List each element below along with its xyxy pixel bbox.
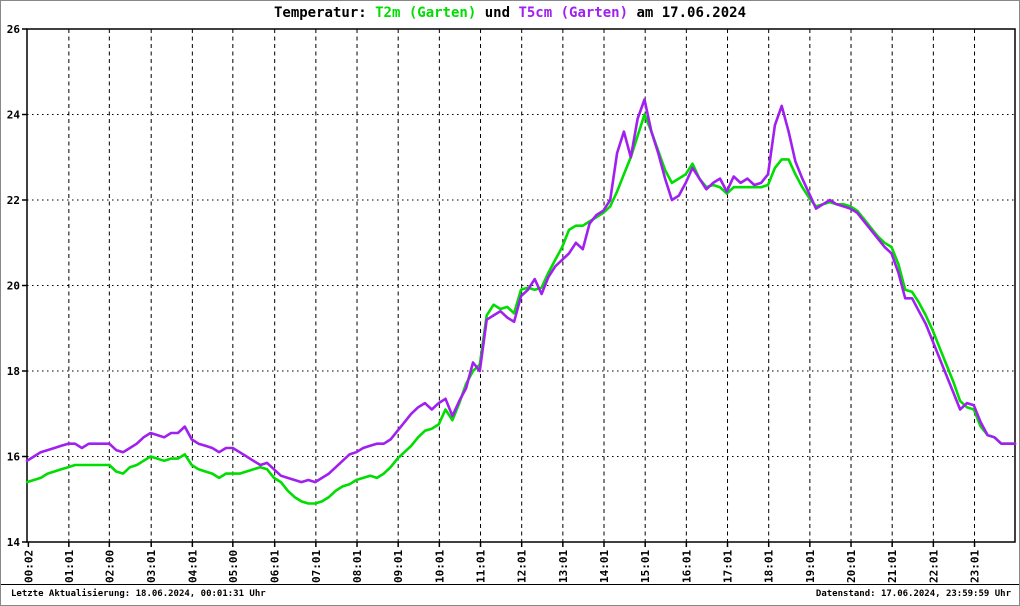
x-tick-label: 13:01 <box>557 550 570 583</box>
x-tick-label: 10:01 <box>433 550 446 583</box>
y-tick-label: 18 <box>7 365 20 378</box>
t2m-series-line <box>25 113 1017 505</box>
title-mid: und <box>476 5 519 21</box>
axis-ticks <box>22 28 976 547</box>
footer-separator <box>1 584 1019 585</box>
x-tick-label: 08:01 <box>351 550 364 583</box>
y-axis-tick-labels: 14 16 18 20 22 24 26 <box>7 23 21 549</box>
t5cm-series-line <box>25 98 1017 484</box>
x-tick-label: 14:01 <box>598 550 611 583</box>
x-tick-label: 07:01 <box>310 550 323 583</box>
y-tick-label: 14 <box>7 536 21 549</box>
y-tick-label: 26 <box>7 23 21 36</box>
chart-title: Temperatur: T2m (Garten) und T5cm (Garte… <box>1 5 1019 21</box>
title-prefix: Temperatur: <box>273 5 376 21</box>
x-tick-label: 04:01 <box>186 550 199 583</box>
x-tick-label: 16:01 <box>680 550 693 583</box>
x-tick-label: 15:01 <box>639 550 652 583</box>
y-tick-label: 24 <box>7 109 21 122</box>
x-tick-label: 21:01 <box>886 550 899 583</box>
x-tick-label: 00:02 <box>22 550 35 583</box>
y-tick-label: 16 <box>7 451 21 464</box>
x-axis-tick-labels: 00:02 01:01 02:00 03:01 04:01 05:00 06:01 07:01… <box>22 550 981 583</box>
x-tick-label: 11:01 <box>475 550 488 583</box>
data-state-text: Datenstand: 17.06.2024, 23:59:59 Uhr <box>815 589 1011 599</box>
x-tick-label: 17:01 <box>722 550 735 583</box>
title-series2-t5cm: T5cm (Garten) <box>518 5 629 21</box>
y-tick-label: 22 <box>7 194 20 207</box>
x-tick-label: 03:01 <box>145 550 158 583</box>
x-tick-label: 09:01 <box>392 550 405 583</box>
x-tick-label: 18:01 <box>763 550 776 583</box>
gridlines <box>27 29 1015 542</box>
last-update-text: Letzte Aktualisierung: 18.06.2024, 00:01… <box>11 589 266 599</box>
x-tick-label: 01:01 <box>63 550 76 583</box>
x-tick-label: 20:01 <box>845 550 858 583</box>
x-tick-label: 23:01 <box>969 550 982 583</box>
x-tick-label: 19:01 <box>804 550 817 583</box>
x-tick-label: 22:01 <box>927 550 940 583</box>
x-tick-label: 02:00 <box>103 550 116 583</box>
plot-border <box>26 28 1016 543</box>
y-tick-label: 20 <box>7 280 20 293</box>
x-tick-label: 05:00 <box>227 550 240 583</box>
x-tick-label: 06:01 <box>269 550 282 583</box>
title-series1-t2m: T2m (Garten) <box>375 5 477 21</box>
x-tick-label: 12:01 <box>516 550 529 583</box>
title-suffix: am 17.06.2024 <box>628 5 747 21</box>
